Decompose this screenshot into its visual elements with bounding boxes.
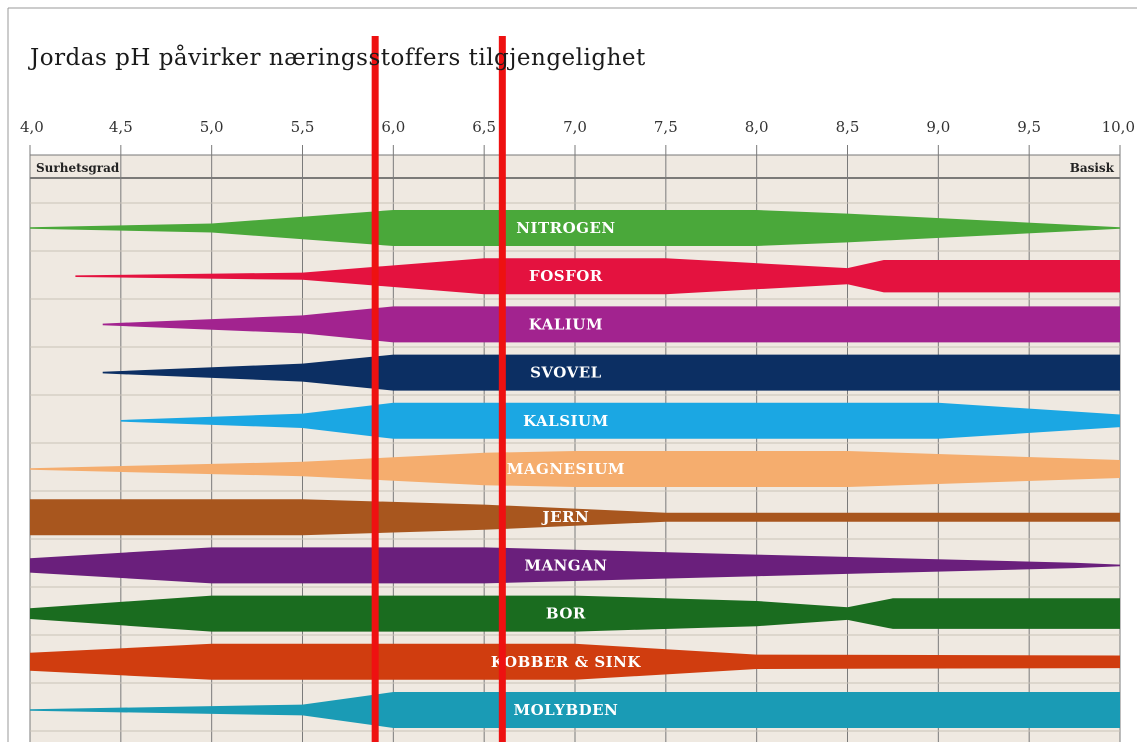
acid-label: Surhetsgrad <box>36 161 120 175</box>
basic-label: Basisk <box>1070 161 1115 175</box>
nutrient-band-label: KOBBER & SINK <box>491 653 642 671</box>
nutrient-band-label: MOLYBDEN <box>514 701 619 719</box>
x-tick-label: 8,0 <box>745 118 769 136</box>
nutrient-band <box>30 547 1120 584</box>
x-tick-label: 10,0 <box>1102 118 1135 136</box>
x-tick-label: 5,0 <box>200 118 224 136</box>
page-title: Jordas pH påvirker næringsstoffers tilgj… <box>30 45 646 71</box>
nutrient-band-label: SVOVEL <box>530 364 602 382</box>
nutrient-band <box>102 354 1120 391</box>
x-tick-label: 6,0 <box>381 118 405 136</box>
x-tick-label: 9,5 <box>1017 118 1041 136</box>
nutrient-band <box>30 210 1120 246</box>
nutrient-band-label: FOSFOR <box>529 267 603 285</box>
nutrient-band-label: NITROGEN <box>516 219 615 237</box>
nutrient-labels: NITROGEN FOSFOR KALIUM SVOVEL KALSIUM MAGNESI… <box>491 219 642 719</box>
x-tick-label: 7,5 <box>654 118 678 136</box>
nutrient-band <box>102 306 1120 343</box>
x-tick-label: 4,5 <box>109 118 133 136</box>
x-tick-label: 8,5 <box>836 118 860 136</box>
nutrient-band <box>30 643 1120 680</box>
nutrient-band-label: KALIUM <box>529 315 603 333</box>
nutrient-band <box>30 451 1120 487</box>
nutrient-band <box>30 499 1120 536</box>
ph-range-markers <box>371 36 506 742</box>
nutrient-band <box>120 402 1121 439</box>
x-tick-label: 7,0 <box>563 118 587 136</box>
nutrient-band-label: KALSIUM <box>523 412 609 430</box>
x-tick-labels: 4,0 4,5 5,0 5,5 6,0 6,5 7,0 7,5 8,0 8,5 9,0 9,5 10,0 <box>20 118 1135 136</box>
nutrient-band-label: BOR <box>546 605 586 623</box>
x-tick-label: 4,0 <box>20 118 44 136</box>
nutrient-band <box>30 692 1120 728</box>
nutrient-bands <box>30 210 1121 728</box>
nutrient-band-label: MANGAN <box>524 556 607 574</box>
x-tick-label: 5,5 <box>291 118 315 136</box>
x-tick-label: 6,5 <box>472 118 496 136</box>
x-tick-label: 9,0 <box>926 118 950 136</box>
nutrient-band-label: MAGNESIUM <box>507 460 625 478</box>
nutrient-band <box>30 595 1120 632</box>
nutrient-band-label: JERN <box>541 508 590 526</box>
nutrient-band <box>75 258 1120 295</box>
